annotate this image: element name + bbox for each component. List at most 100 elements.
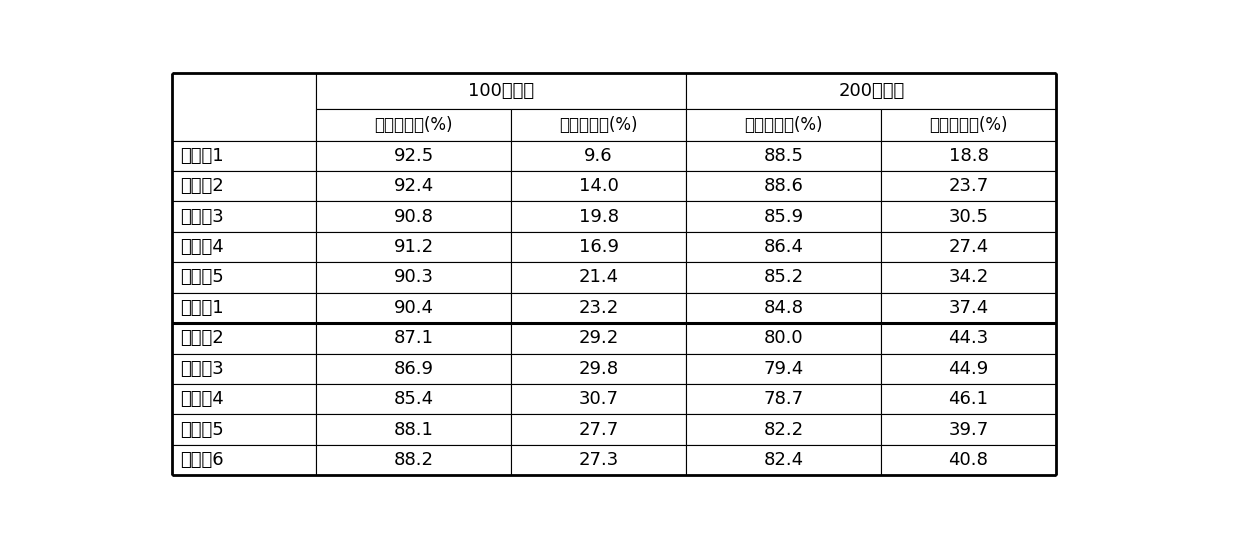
Bar	[316, 293, 511, 323]
Text: 39.7: 39.7	[949, 421, 988, 438]
Bar	[880, 293, 1056, 323]
Bar	[880, 201, 1056, 232]
Text: 29.2: 29.2	[578, 329, 619, 347]
Bar	[511, 140, 687, 171]
Bar	[172, 414, 316, 445]
Text: 37.4: 37.4	[949, 299, 988, 317]
Text: 电阵增加率(%): 电阵增加率(%)	[929, 116, 1008, 134]
Text: 18.8: 18.8	[949, 147, 988, 165]
Text: 88.6: 88.6	[764, 177, 804, 195]
Bar	[511, 171, 687, 201]
Bar	[687, 140, 880, 171]
Text: 16.9: 16.9	[579, 238, 619, 256]
Text: 82.2: 82.2	[764, 421, 804, 438]
Text: 91.2: 91.2	[393, 238, 434, 256]
Bar	[316, 201, 511, 232]
Bar	[172, 384, 316, 414]
Text: 84.8: 84.8	[764, 299, 804, 317]
Text: 容量保留率(%): 容量保留率(%)	[374, 116, 453, 134]
Text: 比较例2: 比较例2	[180, 329, 223, 347]
Text: 19.8: 19.8	[579, 208, 619, 226]
Bar	[687, 262, 880, 293]
Bar	[880, 384, 1056, 414]
Bar	[687, 201, 880, 232]
Bar	[511, 445, 687, 475]
Bar	[316, 414, 511, 445]
Text: 88.2: 88.2	[393, 451, 434, 469]
Bar	[880, 171, 1056, 201]
Text: 85.4: 85.4	[393, 390, 434, 408]
Text: 比较例6: 比较例6	[180, 451, 223, 469]
Text: 86.9: 86.9	[393, 360, 434, 378]
Text: 30.5: 30.5	[949, 208, 988, 226]
Text: 9.6: 9.6	[584, 147, 613, 165]
Text: 82.4: 82.4	[764, 451, 804, 469]
Bar	[316, 73, 687, 109]
Text: 实施例3: 实施例3	[180, 208, 223, 226]
Bar	[687, 232, 880, 262]
Text: 29.8: 29.8	[578, 360, 619, 378]
Bar	[687, 414, 880, 445]
Text: 实施例2: 实施例2	[180, 177, 223, 195]
Bar	[880, 109, 1056, 140]
Text: 44.9: 44.9	[949, 360, 988, 378]
Text: 比较例4: 比较例4	[180, 390, 223, 408]
Bar	[316, 323, 511, 354]
Text: 92.5: 92.5	[393, 147, 434, 165]
Bar	[880, 232, 1056, 262]
Text: 实施例4: 实施例4	[180, 238, 223, 256]
Bar	[511, 384, 687, 414]
Bar	[316, 445, 511, 475]
Bar	[172, 323, 316, 354]
Bar	[687, 109, 880, 140]
Bar	[316, 171, 511, 201]
Text: 88.5: 88.5	[764, 147, 804, 165]
Bar	[316, 262, 511, 293]
Bar	[687, 293, 880, 323]
Bar	[172, 293, 316, 323]
Text: 200次循环: 200次循环	[838, 82, 904, 100]
Text: 比较例5: 比较例5	[180, 421, 223, 438]
Text: 实施例1: 实施例1	[180, 147, 223, 165]
Text: 87.1: 87.1	[393, 329, 434, 347]
Text: 比较例1: 比较例1	[180, 299, 223, 317]
Bar	[880, 414, 1056, 445]
Bar	[172, 354, 316, 384]
Bar	[880, 445, 1056, 475]
Text: 21.4: 21.4	[578, 269, 619, 286]
Bar	[687, 323, 880, 354]
Text: 88.1: 88.1	[393, 421, 434, 438]
Bar	[172, 140, 316, 171]
Bar	[316, 232, 511, 262]
Text: 23.2: 23.2	[578, 299, 619, 317]
Bar	[687, 171, 880, 201]
Bar	[172, 445, 316, 475]
Bar	[316, 140, 511, 171]
Bar	[687, 384, 880, 414]
Bar	[172, 232, 316, 262]
Text: 86.4: 86.4	[764, 238, 804, 256]
Bar	[316, 109, 511, 140]
Text: 79.4: 79.4	[764, 360, 804, 378]
Text: 46.1: 46.1	[949, 390, 988, 408]
Bar	[511, 232, 687, 262]
Bar	[880, 354, 1056, 384]
Bar	[511, 323, 687, 354]
Bar	[511, 354, 687, 384]
Bar	[687, 73, 1056, 109]
Text: 92.4: 92.4	[393, 177, 434, 195]
Text: 78.7: 78.7	[764, 390, 804, 408]
Bar	[880, 323, 1056, 354]
Bar	[316, 384, 511, 414]
Text: 90.4: 90.4	[393, 299, 434, 317]
Text: 44.3: 44.3	[949, 329, 988, 347]
Text: 85.2: 85.2	[764, 269, 804, 286]
Text: 27.3: 27.3	[578, 451, 619, 469]
Bar	[316, 354, 511, 384]
Bar	[880, 140, 1056, 171]
Text: 80.0: 80.0	[764, 329, 804, 347]
Text: 40.8: 40.8	[949, 451, 988, 469]
Bar	[172, 171, 316, 201]
Text: 27.7: 27.7	[578, 421, 619, 438]
Text: 30.7: 30.7	[579, 390, 619, 408]
